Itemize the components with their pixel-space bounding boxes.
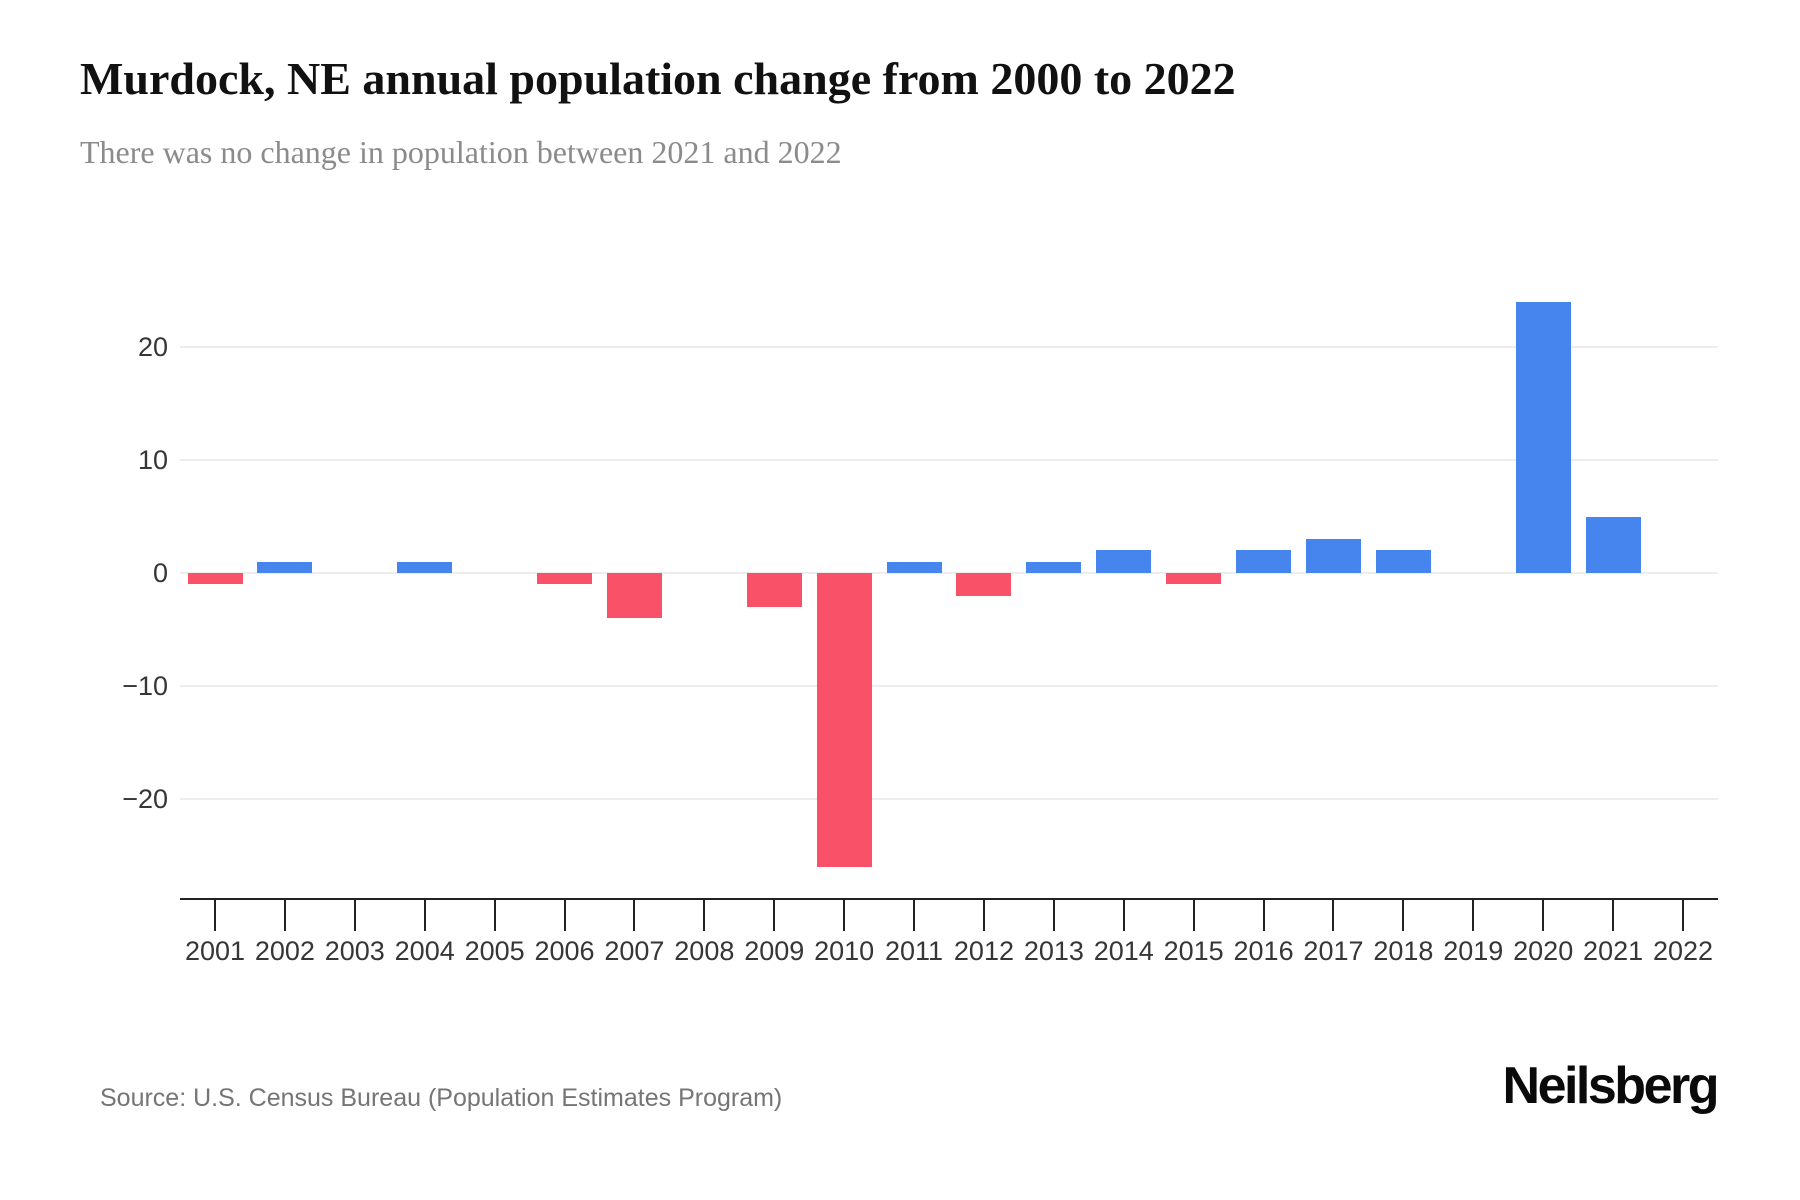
x-tick-2007 xyxy=(633,900,636,931)
x-tick-2002 xyxy=(283,900,286,931)
bar-2016 xyxy=(1236,550,1292,573)
neilsberg-logo: Neilsberg xyxy=(1502,1057,1720,1115)
y-tick-label--20: −20 xyxy=(122,784,168,814)
x-tick-label-2012: 2012 xyxy=(953,936,1014,966)
y-tick-label-20: 20 xyxy=(137,332,168,362)
x-tick-2020 xyxy=(1542,900,1545,931)
x-tick-label-2002: 2002 xyxy=(254,936,315,966)
x-tick-label-2009: 2009 xyxy=(744,936,805,966)
x-tick-2005 xyxy=(493,900,496,931)
x-tick-label-2007: 2007 xyxy=(604,936,665,966)
x-tick-label-2020: 2020 xyxy=(1513,936,1574,966)
x-tick-label-2019: 2019 xyxy=(1443,936,1504,966)
bar-2006 xyxy=(537,573,593,585)
gridline-0 xyxy=(180,572,1718,574)
x-tick-2016 xyxy=(1262,900,1265,931)
x-tick-2022 xyxy=(1682,900,1684,931)
x-tick-label-2010: 2010 xyxy=(814,936,875,966)
bar-2009 xyxy=(746,573,802,607)
x-tick-2001 xyxy=(214,900,216,931)
x-tick-2015 xyxy=(1192,900,1195,931)
bar-2014 xyxy=(1096,550,1152,573)
x-tick-2011 xyxy=(913,900,916,931)
x-tick-label-2003: 2003 xyxy=(324,936,385,966)
y-tick-label--10: −10 xyxy=(122,671,168,701)
bar-2013 xyxy=(1026,561,1082,573)
x-axis-line xyxy=(180,898,1718,900)
x-tick-2019 xyxy=(1472,900,1475,931)
gridline--10 xyxy=(180,685,1718,687)
x-tick-label-2018: 2018 xyxy=(1373,936,1434,966)
x-tick-label-2004: 2004 xyxy=(394,936,455,966)
y-tick-label-10: 10 xyxy=(137,445,168,475)
x-tick-2009 xyxy=(773,900,776,931)
x-tick-label-2006: 2006 xyxy=(534,936,595,966)
x-tick-2012 xyxy=(982,900,985,931)
bar-2001 xyxy=(187,573,243,585)
bar-2007 xyxy=(606,573,662,619)
x-tick-label-2011: 2011 xyxy=(885,936,944,966)
x-tick-2006 xyxy=(563,900,566,931)
bar-2010 xyxy=(816,573,872,867)
y-tick-label-0: 0 xyxy=(152,558,168,588)
source-attribution: Source: U.S. Census Bureau (Population E… xyxy=(100,1084,783,1112)
chart-title: Murdock, NE annual population change fro… xyxy=(80,53,1236,104)
x-tick-2017 xyxy=(1332,900,1335,931)
x-tick-2014 xyxy=(1122,900,1125,931)
x-tick-2008 xyxy=(703,900,706,931)
bar-2018 xyxy=(1375,550,1431,573)
bar-2015 xyxy=(1166,573,1222,585)
gridline-10 xyxy=(180,459,1718,461)
gridline-20 xyxy=(180,346,1718,348)
bar-2017 xyxy=(1305,539,1361,573)
x-tick-label-2013: 2013 xyxy=(1023,936,1084,966)
x-tick-2010 xyxy=(843,900,846,931)
bar-2020 xyxy=(1515,301,1571,573)
x-tick-label-2021: 2021 xyxy=(1583,936,1644,966)
x-tick-2003 xyxy=(353,900,356,931)
x-tick-label-2005: 2005 xyxy=(464,936,525,966)
x-tick-2004 xyxy=(423,900,426,931)
bar-2004 xyxy=(397,561,453,573)
x-tick-label-2015: 2015 xyxy=(1163,936,1224,966)
chart-subtitle: There was no change in population betwee… xyxy=(80,134,842,170)
x-tick-2018 xyxy=(1402,900,1405,931)
x-tick-2021 xyxy=(1612,900,1615,931)
gridline--20 xyxy=(180,798,1718,800)
x-tick-label-2008: 2008 xyxy=(674,936,735,966)
x-tick-label-2001: 2001 xyxy=(184,936,246,966)
x-tick-label-2022: 2022 xyxy=(1652,936,1714,966)
x-tick-2013 xyxy=(1052,900,1055,931)
bar-2012 xyxy=(956,573,1012,596)
bar-2002 xyxy=(257,561,313,573)
x-tick-label-2014: 2014 xyxy=(1093,936,1154,966)
bar-2011 xyxy=(886,561,942,573)
bar-2021 xyxy=(1585,516,1641,573)
x-tick-label-2016: 2016 xyxy=(1233,936,1294,966)
x-tick-label-2017: 2017 xyxy=(1303,936,1364,966)
